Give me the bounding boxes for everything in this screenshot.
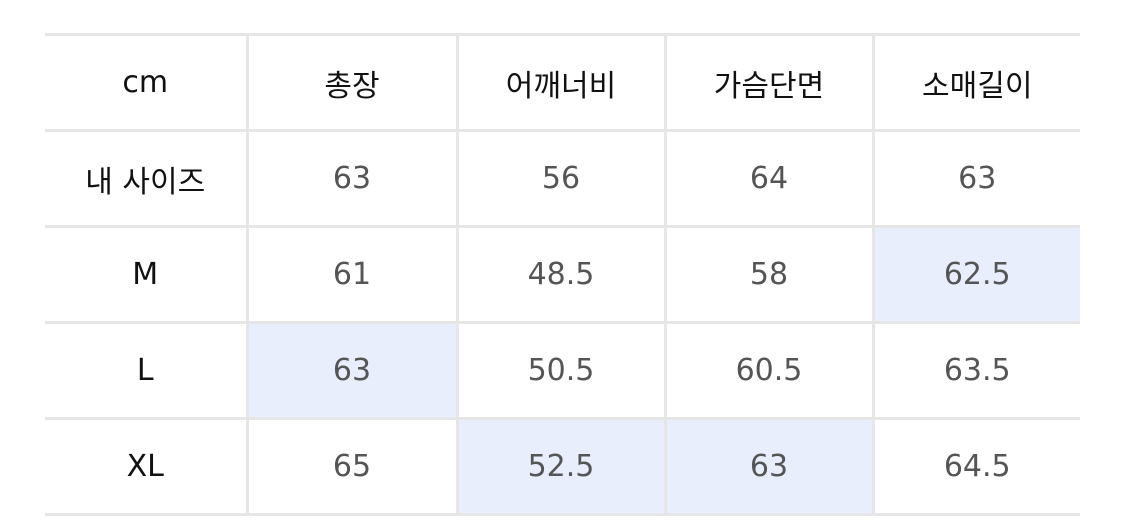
table-row: L 63 50.5 60.5 63.5 (45, 321, 1080, 420)
table-cell: 63.5 (871, 321, 1080, 420)
table-row: 내 사이즈 63 56 64 63 (45, 129, 1080, 228)
table-cell: 56 (455, 129, 667, 228)
table-cell: 60.5 (663, 321, 875, 420)
header-row: cm 총장 어깨너비 가슴단면 소매길이 (45, 33, 1080, 132)
size-table: cm 총장 어깨너비 가슴단면 소매길이 내 사이즈 63 56 64 63 M 61 48.… (45, 33, 1080, 516)
highlighted-cell: 63 (245, 321, 459, 420)
row-label: 내 사이즈 (45, 129, 249, 228)
table-cell: 61 (245, 225, 459, 324)
highlighted-cell: 63 (663, 417, 875, 516)
table-row: XL 65 52.5 63 64.5 (45, 417, 1080, 516)
header-chest-width: 가슴단면 (663, 33, 875, 132)
table-cell: 64.5 (871, 417, 1080, 516)
table-cell: 63 (245, 129, 459, 228)
table-cell: 64 (663, 129, 875, 228)
header-unit: cm (45, 33, 249, 132)
table-row: M 61 48.5 58 62.5 (45, 225, 1080, 324)
table-cell: 63 (871, 129, 1080, 228)
table-cell: 50.5 (455, 321, 667, 420)
table-cell: 65 (245, 417, 459, 516)
row-label: XL (45, 417, 249, 516)
header-total-length: 총장 (245, 33, 459, 132)
header-shoulder-width: 어깨너비 (455, 33, 667, 132)
table-cell: 58 (663, 225, 875, 324)
table-cell: 48.5 (455, 225, 667, 324)
row-label: L (45, 321, 249, 420)
highlighted-cell: 62.5 (871, 225, 1080, 324)
highlighted-cell: 52.5 (455, 417, 667, 516)
header-sleeve-length: 소매길이 (871, 33, 1080, 132)
row-label: M (45, 225, 249, 324)
